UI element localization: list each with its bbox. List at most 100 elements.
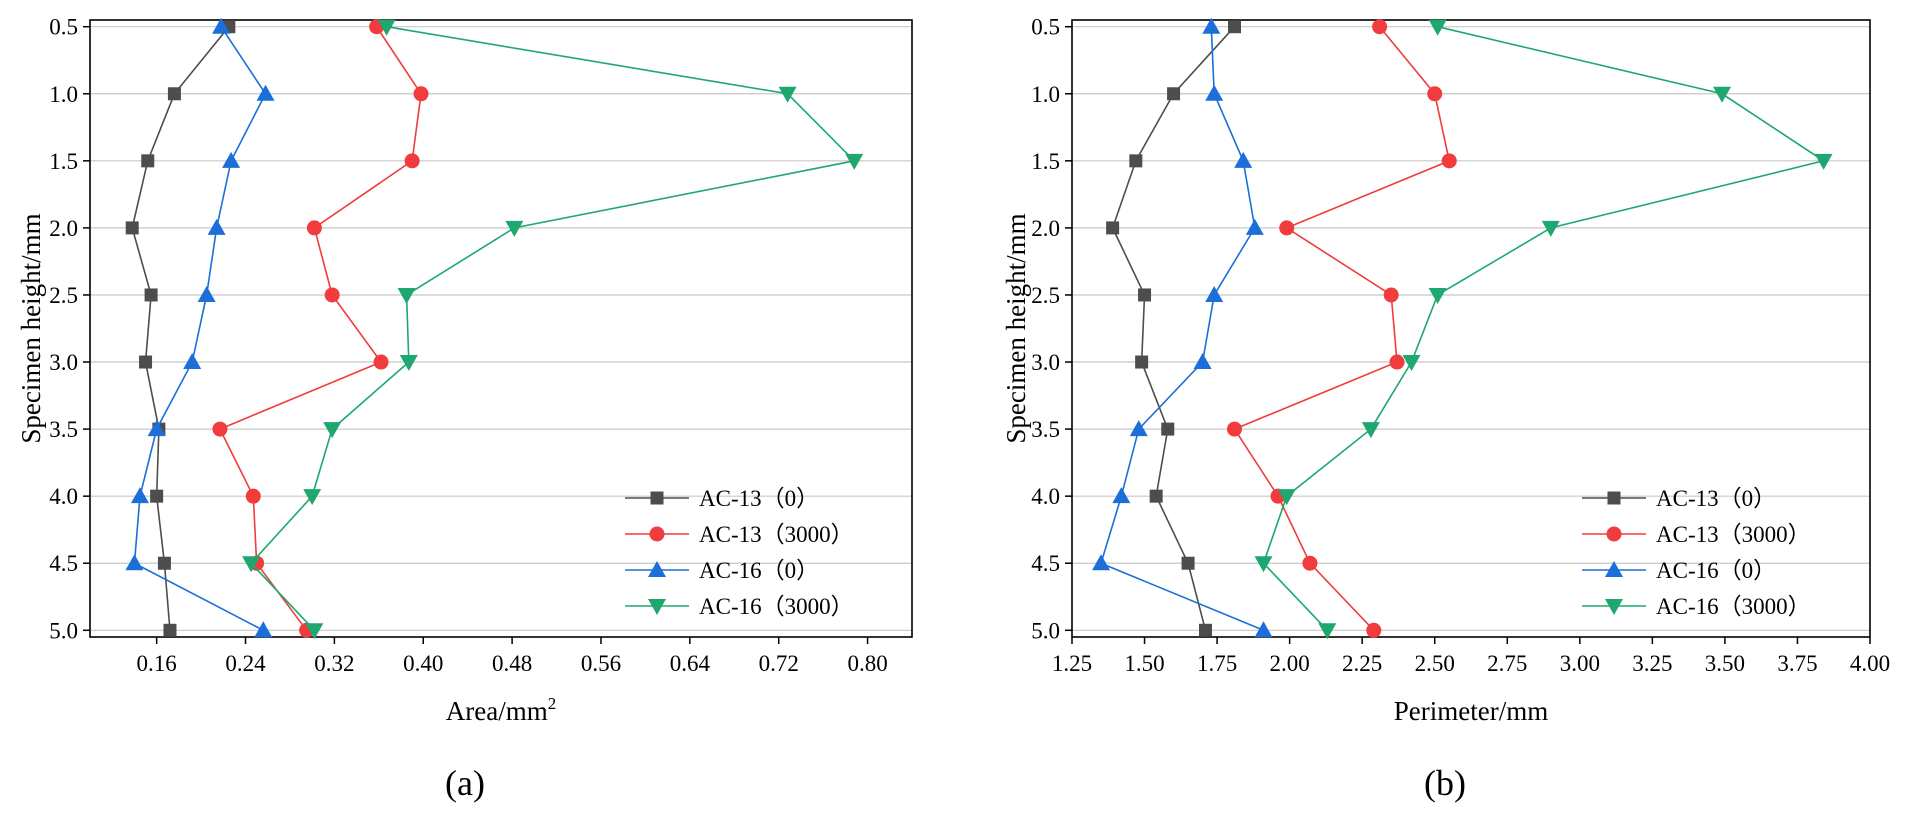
data-point (150, 489, 164, 503)
legend-marker (1605, 561, 1623, 577)
data-point (1129, 154, 1143, 168)
x-tick-label: 0.80 (847, 651, 887, 676)
data-point (254, 621, 273, 638)
y-tick-label: 4.5 (49, 551, 78, 576)
data-point (183, 353, 202, 370)
data-point (1428, 19, 1447, 36)
data-point (413, 86, 429, 102)
data-point (1383, 287, 1399, 303)
y-tick-label: 4.0 (1031, 484, 1060, 509)
panel-label: (b) (1424, 763, 1466, 803)
data-point (305, 623, 324, 640)
legend-marker (1605, 599, 1623, 615)
data-point (1402, 355, 1421, 372)
data-point (778, 86, 797, 103)
y-tick-label: 1.0 (1031, 82, 1060, 107)
data-point (207, 218, 226, 235)
data-point (1428, 287, 1447, 304)
legend-label: AC-13（3000） (699, 522, 854, 547)
data-point (222, 151, 241, 168)
data-point (1372, 19, 1388, 35)
data-point (1161, 422, 1175, 436)
panel-label: (a) (445, 763, 485, 803)
data-point (139, 355, 153, 369)
x-tick-label: 1.50 (1124, 651, 1164, 676)
data-point (1135, 355, 1149, 369)
x-tick-label: 0.40 (403, 651, 443, 676)
data-point (157, 556, 171, 570)
y-tick-label: 0.5 (49, 15, 78, 40)
legend-label: AC-13（0） (1656, 486, 1776, 511)
y-tick-label: 1.5 (49, 149, 78, 174)
x-tick-label: 2.25 (1342, 651, 1382, 676)
data-point (1205, 285, 1224, 302)
data-point (212, 17, 231, 34)
y-tick-label: 2.5 (1031, 283, 1060, 308)
x-axis-label: Area/mm2 (446, 694, 556, 726)
data-point (1205, 84, 1224, 101)
data-point (399, 355, 418, 372)
series-line (249, 25, 856, 631)
y-axis-label: Specimen height/mm (16, 213, 46, 443)
data-point (130, 487, 149, 504)
legend-label: AC-16（3000） (699, 594, 854, 619)
y-tick-label: 5.0 (49, 618, 78, 643)
legend-marker (648, 599, 666, 615)
data-point (1814, 153, 1833, 170)
x-tick-label: 2.00 (1270, 651, 1310, 676)
legend-label: AC-13（3000） (1656, 522, 1811, 547)
x-tick-label: 3.25 (1632, 651, 1672, 676)
data-point (1541, 220, 1560, 237)
legend-label: AC-16（0） (1656, 558, 1776, 583)
y-tick-label: 3.5 (1031, 417, 1060, 442)
legend-marker (648, 561, 666, 577)
y-tick-label: 4.0 (49, 484, 78, 509)
y-tick-label: 2.5 (49, 283, 78, 308)
plot-frame (89, 19, 913, 638)
y-tick-label: 1.5 (1031, 149, 1060, 174)
data-point (1112, 487, 1131, 504)
data-point (404, 153, 420, 169)
data-point (1277, 489, 1296, 506)
x-tick-label: 3.50 (1705, 651, 1745, 676)
data-point (141, 154, 155, 168)
data-point (845, 153, 864, 170)
x-tick-label: 0.72 (759, 651, 799, 676)
legend-marker (649, 526, 665, 542)
data-point (1138, 288, 1152, 302)
data-point (242, 556, 261, 573)
x-tick-label: 2.50 (1415, 651, 1455, 676)
y-tick-label: 0.5 (1031, 15, 1060, 40)
x-tick-label: 1.75 (1197, 651, 1237, 676)
y-tick-label: 3.0 (49, 350, 78, 375)
y-tick-label: 2.0 (1031, 216, 1060, 241)
y-tick-label: 4.5 (1031, 551, 1060, 576)
legend-label: AC-16（0） (699, 558, 819, 583)
series-line (1111, 26, 1236, 631)
y-tick-label: 3.5 (49, 417, 78, 442)
data-point (1092, 554, 1111, 571)
data-point (306, 220, 322, 236)
data-point (1389, 354, 1405, 370)
x-tick-label: 0.24 (225, 651, 266, 676)
data-point (125, 221, 139, 235)
series-line (1262, 25, 1826, 631)
chart-area: 0.5 1.0 1.5 2.0 2.5 3.0 3.5 4.0 4.5 5.0 0.16 0.24 0.… (16, 15, 913, 803)
x-tick-label: 1.25 (1052, 651, 1092, 676)
data-point (1167, 87, 1181, 101)
x-tick-label: 0.48 (492, 651, 532, 676)
data-point (1129, 420, 1148, 437)
x-tick-label: 0.16 (137, 651, 177, 676)
data-point (1193, 353, 1212, 370)
x-tick-label: 3.75 (1777, 651, 1817, 676)
data-point (397, 287, 416, 304)
data-point (197, 285, 216, 302)
data-point (1318, 623, 1337, 640)
data-point (1254, 621, 1273, 638)
data-point (1149, 489, 1163, 503)
data-point (1279, 220, 1295, 236)
data-point (1227, 421, 1243, 437)
y-tick-label: 5.0 (1031, 618, 1060, 643)
series-line (131, 26, 230, 631)
y-tick-label: 1.0 (49, 82, 78, 107)
